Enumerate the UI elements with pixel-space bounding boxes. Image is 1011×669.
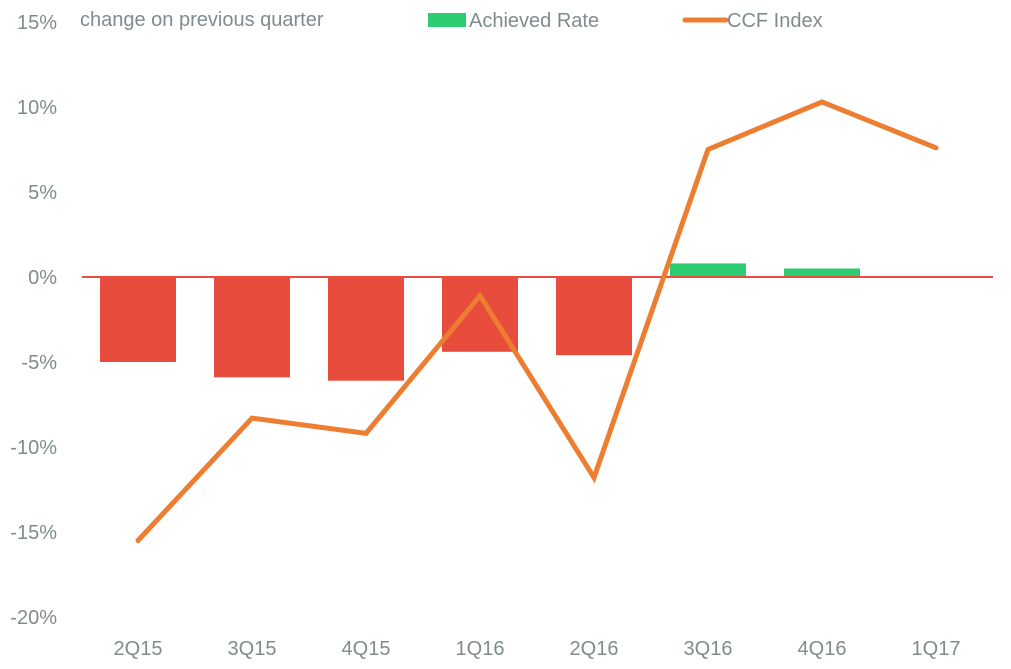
bar-4Q16	[784, 268, 860, 277]
bar-4Q15	[328, 277, 404, 381]
y-tick-label: 15%	[17, 12, 57, 34]
legend: change on previous quarter Achieved Rate…	[80, 9, 823, 32]
x-tick-label: 1Q16	[456, 638, 505, 660]
y-tick-label: 0%	[28, 267, 57, 289]
y-tick-label: -10%	[10, 437, 57, 459]
legend-label-achieved-rate: Achieved Rate	[469, 10, 599, 32]
x-tick-label: 3Q15	[228, 638, 277, 660]
x-axis: 2Q15 3Q15 4Q15 1Q16 2Q16 3Q16 4Q16 1Q17	[114, 638, 961, 660]
y-tick-label: -20%	[10, 607, 57, 629]
y-tick-label: -15%	[10, 522, 57, 544]
y-tick-label: -5%	[21, 352, 57, 374]
ccf-index-line	[135, 99, 939, 543]
bar-3Q16	[670, 263, 746, 277]
legend-label-ccf-index: CCF Index	[727, 10, 823, 32]
y-axis: 15% 10% 5% 0% -5% -10% -15% -20%	[10, 12, 57, 629]
bar-2Q15	[100, 277, 176, 362]
chart-subtitle: change on previous quarter	[80, 9, 324, 31]
legend-swatch-achieved-rate	[428, 13, 466, 27]
bar-3Q15	[214, 277, 290, 378]
bar-series	[100, 263, 860, 381]
x-tick-label: 4Q15	[342, 638, 391, 660]
bar-2Q16	[556, 277, 632, 356]
x-tick-label: 2Q15	[114, 638, 163, 660]
y-tick-label: 10%	[17, 97, 57, 119]
x-tick-label: 2Q16	[570, 638, 619, 660]
x-tick-label: 1Q17	[912, 638, 961, 660]
x-tick-label: 3Q16	[684, 638, 733, 660]
x-tick-label: 4Q16	[798, 638, 847, 660]
line-series	[135, 99, 939, 543]
y-tick-label: 5%	[28, 182, 57, 204]
